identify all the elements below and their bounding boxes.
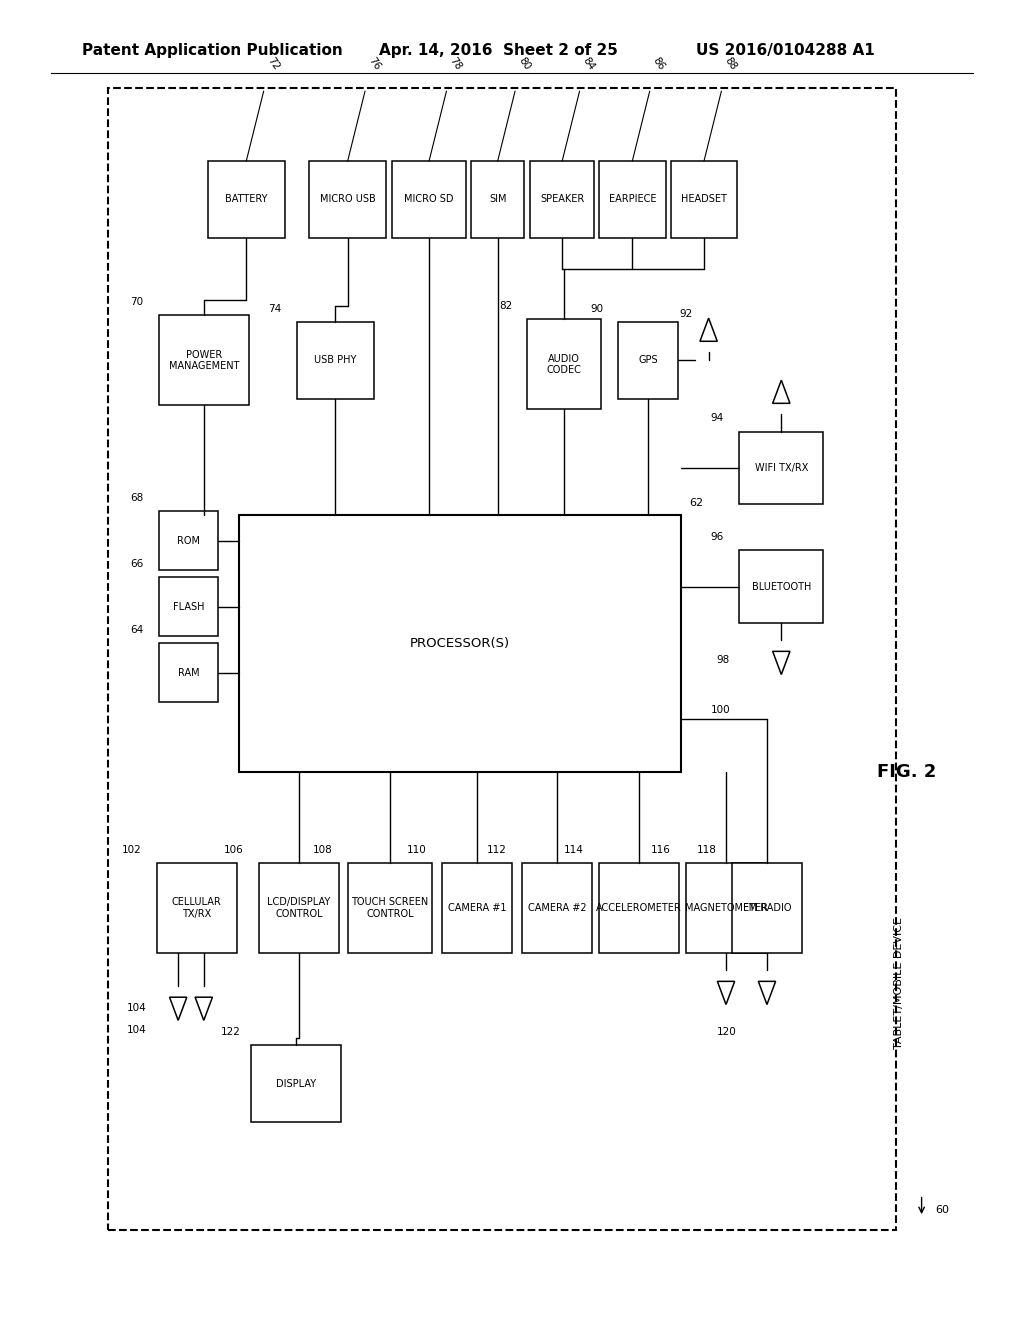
Text: 106: 106 — [224, 845, 244, 855]
Text: 82: 82 — [499, 301, 512, 312]
Text: SIM: SIM — [488, 194, 507, 205]
Text: HEADSET: HEADSET — [681, 194, 727, 205]
FancyBboxPatch shape — [522, 863, 592, 953]
Text: AUDIO
CODEC: AUDIO CODEC — [547, 354, 582, 375]
FancyBboxPatch shape — [530, 161, 594, 238]
Text: MAGNETOMETER: MAGNETOMETER — [684, 903, 768, 913]
Text: 86: 86 — [651, 55, 667, 71]
FancyBboxPatch shape — [108, 88, 896, 1230]
Text: USB PHY: USB PHY — [314, 355, 356, 366]
Text: MICRO SD: MICRO SD — [404, 194, 454, 205]
FancyBboxPatch shape — [309, 161, 386, 238]
FancyBboxPatch shape — [297, 322, 374, 399]
Text: 114: 114 — [564, 845, 584, 855]
Text: TABLET/MOBILE DEVICE: TABLET/MOBILE DEVICE — [894, 917, 904, 1049]
Text: CAMERA #1: CAMERA #1 — [447, 903, 507, 913]
Text: 78: 78 — [447, 55, 464, 71]
Text: Patent Application Publication: Patent Application Publication — [82, 42, 343, 58]
Text: 96: 96 — [711, 532, 724, 543]
FancyBboxPatch shape — [159, 577, 218, 636]
Text: 102: 102 — [122, 845, 141, 855]
Text: FIG. 2: FIG. 2 — [877, 763, 936, 781]
Text: 74: 74 — [268, 304, 282, 314]
FancyBboxPatch shape — [159, 511, 218, 570]
FancyBboxPatch shape — [259, 863, 339, 953]
FancyBboxPatch shape — [527, 319, 601, 409]
Text: BATTERY: BATTERY — [225, 194, 267, 205]
Text: FLASH: FLASH — [173, 602, 204, 611]
Text: SPEAKER: SPEAKER — [540, 194, 585, 205]
Text: CELLULAR
TX/RX: CELLULAR TX/RX — [172, 898, 221, 919]
Text: MICRO USB: MICRO USB — [319, 194, 376, 205]
Text: 80: 80 — [516, 55, 532, 71]
FancyBboxPatch shape — [157, 863, 237, 953]
FancyBboxPatch shape — [732, 863, 802, 953]
FancyBboxPatch shape — [599, 161, 666, 238]
Text: 62: 62 — [689, 498, 703, 508]
FancyBboxPatch shape — [159, 643, 218, 702]
Text: 70: 70 — [130, 297, 143, 308]
FancyBboxPatch shape — [442, 863, 512, 953]
Text: 92: 92 — [679, 309, 692, 319]
Text: 84: 84 — [581, 55, 597, 71]
FancyBboxPatch shape — [671, 161, 737, 238]
Text: US 2016/0104288 A1: US 2016/0104288 A1 — [696, 42, 876, 58]
Text: 94: 94 — [711, 413, 724, 424]
Text: 120: 120 — [717, 1027, 737, 1038]
Text: 122: 122 — [221, 1027, 241, 1038]
Text: 108: 108 — [313, 845, 333, 855]
Text: CAMERA #2: CAMERA #2 — [527, 903, 587, 913]
FancyBboxPatch shape — [686, 863, 766, 953]
Text: 100: 100 — [711, 705, 730, 715]
Text: DISPLAY: DISPLAY — [275, 1078, 316, 1089]
Text: 90: 90 — [590, 304, 603, 314]
Text: 98: 98 — [717, 655, 730, 665]
Text: LCD/DISPLAY
CONTROL: LCD/DISPLAY CONTROL — [267, 898, 331, 919]
Text: TOUCH SCREEN
CONTROL: TOUCH SCREEN CONTROL — [351, 898, 429, 919]
FancyBboxPatch shape — [159, 315, 249, 405]
FancyBboxPatch shape — [251, 1045, 341, 1122]
Text: WIFI TX/RX: WIFI TX/RX — [755, 463, 808, 473]
Text: 88: 88 — [723, 55, 738, 71]
Text: 104: 104 — [127, 1024, 146, 1035]
FancyBboxPatch shape — [599, 863, 679, 953]
Text: 64: 64 — [130, 624, 143, 635]
Text: BLUETOOTH: BLUETOOTH — [752, 582, 811, 591]
FancyBboxPatch shape — [618, 322, 678, 399]
Text: PROCESSOR(S): PROCESSOR(S) — [410, 638, 510, 649]
Text: 112: 112 — [487, 845, 507, 855]
Text: 116: 116 — [651, 845, 671, 855]
FancyBboxPatch shape — [348, 863, 432, 953]
Text: POWER
MANAGEMENT: POWER MANAGEMENT — [169, 350, 239, 371]
Text: 60: 60 — [935, 1205, 949, 1216]
Text: 72: 72 — [265, 55, 281, 71]
FancyBboxPatch shape — [739, 550, 823, 623]
Text: ACCELEROMETER: ACCELEROMETER — [596, 903, 682, 913]
FancyBboxPatch shape — [471, 161, 524, 238]
Text: Apr. 14, 2016  Sheet 2 of 25: Apr. 14, 2016 Sheet 2 of 25 — [379, 42, 617, 58]
Text: 110: 110 — [408, 845, 427, 855]
FancyBboxPatch shape — [208, 161, 285, 238]
FancyBboxPatch shape — [239, 515, 681, 772]
Text: 104: 104 — [127, 1003, 146, 1014]
Text: RAM: RAM — [177, 668, 200, 677]
Text: 66: 66 — [130, 558, 143, 569]
Text: GPS: GPS — [638, 355, 658, 366]
Text: ROM: ROM — [177, 536, 200, 545]
FancyBboxPatch shape — [392, 161, 466, 238]
Text: EARPIECE: EARPIECE — [608, 194, 656, 205]
FancyBboxPatch shape — [739, 432, 823, 504]
Text: 118: 118 — [697, 845, 717, 855]
Text: FM RADIO: FM RADIO — [742, 903, 792, 913]
Text: 68: 68 — [130, 492, 143, 503]
Text: 76: 76 — [367, 55, 382, 71]
